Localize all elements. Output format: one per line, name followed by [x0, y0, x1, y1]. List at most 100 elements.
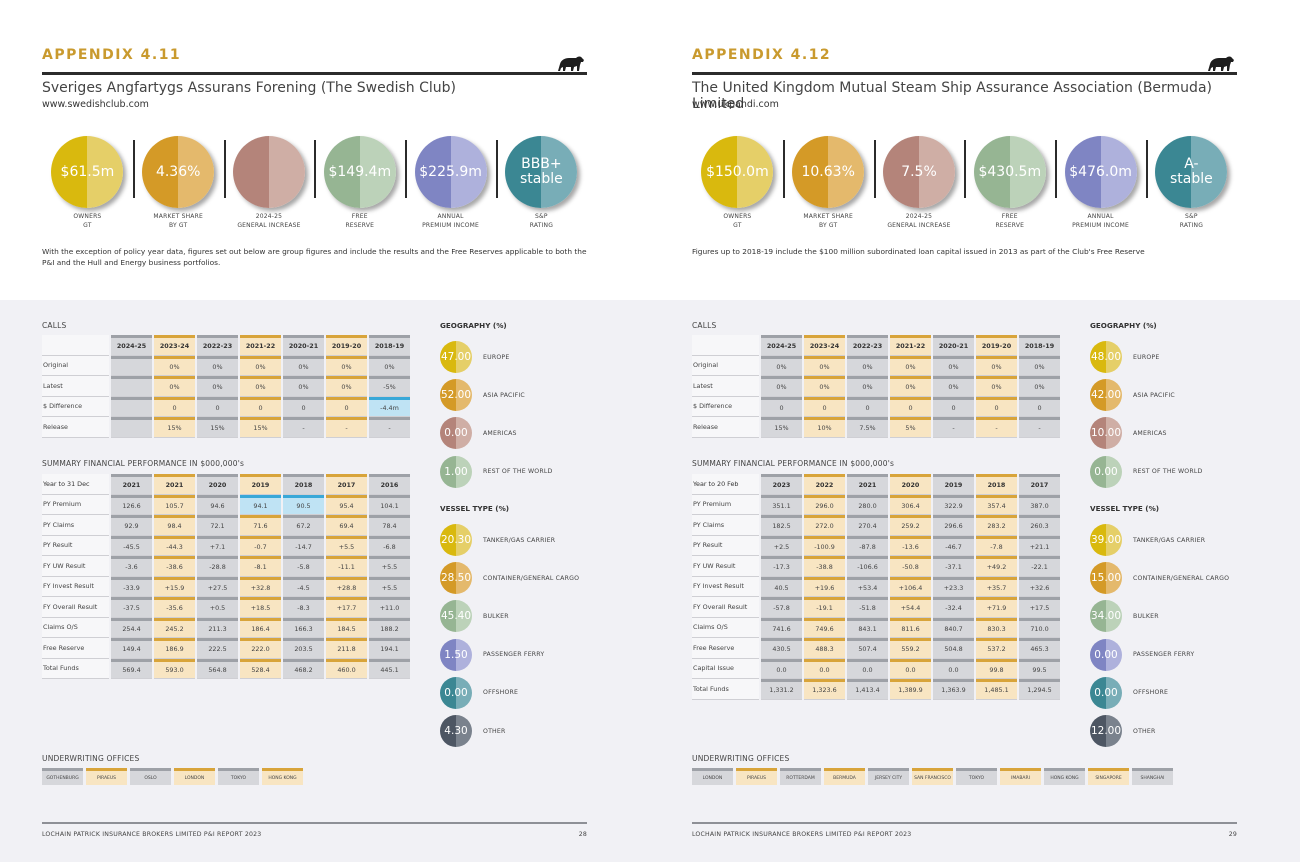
- table-cell: -45.5: [111, 535, 152, 556]
- table-header-row: 2024-25 2023-24 2022-23 2021-22 2020-21 2019-…: [692, 335, 1060, 356]
- column-header: 2019: [240, 474, 281, 495]
- table-cell: 465.3: [1019, 638, 1060, 659]
- row-label: Release: [42, 417, 109, 438]
- column-header: 2019-20: [326, 335, 367, 356]
- column-header: 2018: [283, 474, 324, 495]
- club-website-link[interactable]: www.swedishclub.com: [42, 99, 149, 110]
- table-cell: 1,485.1: [976, 679, 1017, 700]
- calls-title: CALLS: [42, 321, 67, 330]
- vessel-type-label: OTHER: [483, 727, 506, 735]
- table-cell: 184.5: [326, 617, 367, 638]
- table-cell: -17.3: [761, 556, 802, 577]
- geography-item: 47.00 EUROPE: [440, 338, 610, 376]
- table-cell: [111, 376, 152, 397]
- row-label: Original: [692, 355, 759, 376]
- geography-circle: 47.00: [440, 341, 472, 374]
- table-row: FY Invest Result -33.9 +15.9 +27.5 +32.8 -4.5…: [42, 576, 410, 597]
- table-cell: 0: [197, 396, 238, 417]
- table-cell: -: [933, 417, 974, 438]
- table-row: PY Premium 126.6 105.7 94.6 94.1 90.5 95.4 104.…: [42, 494, 410, 515]
- table-cell: +5.5: [369, 556, 410, 577]
- column-header: 2017: [1019, 474, 1060, 495]
- table-cell: -7.8: [976, 535, 1017, 556]
- row-label: Original: [42, 355, 109, 376]
- table-cell: 0.0: [933, 658, 974, 679]
- offices-list: GOTHENBURG PIRAEUS OSLO LONDON TOKYO HONG KON…: [42, 768, 306, 785]
- table-cell: 0: [976, 396, 1017, 417]
- vessel-type-circle: 45.40: [440, 600, 472, 633]
- geography-label: REST OF THE WORLD: [1133, 468, 1203, 476]
- table-cell: 222.0: [240, 638, 281, 659]
- table-cell: +18.5: [240, 597, 281, 618]
- table-row: Claims O/S 741.6 749.6 843.1 811.6 840.7 830.3…: [692, 617, 1060, 638]
- offices-title: UNDERWRITING OFFICES: [692, 754, 790, 763]
- table-cell: 430.5: [761, 638, 802, 659]
- summary-table: Year to 31 Dec 2021 2021 2020 2019 2018 2017 20…: [42, 474, 410, 679]
- table-cell: 280.0: [847, 494, 888, 515]
- geography-item: 48.00 EUROPE: [1090, 338, 1260, 376]
- vessel-type-item: 0.00 OFFSHORE: [1090, 674, 1260, 712]
- row-label: Free Reserve: [692, 638, 759, 659]
- table-cell: 0%: [1019, 355, 1060, 376]
- kpi-4: $225.9m ANNUAL PREMIUM INCOME: [405, 136, 496, 230]
- table-cell: 0.0: [804, 658, 845, 679]
- table-cell: 15%: [197, 417, 238, 438]
- vessel-type-item: 12.00 OTHER: [1090, 712, 1260, 750]
- appendix-header: APPENDIX 4.11: [42, 47, 587, 75]
- table-row: FY UW Result -17.3 -38.8 -106.6 -50.8 -37.1 +4…: [692, 556, 1060, 577]
- geography-item: 0.00 AMERICAS: [440, 414, 610, 452]
- row-label: PY Result: [692, 535, 759, 556]
- summary-table: Year to 20 Feb 2023 2022 2021 2020 2019 2018 20…: [692, 474, 1060, 700]
- table-cell: 445.1: [369, 658, 410, 679]
- table-cell: 259.2: [890, 515, 931, 536]
- geography-label: EUROPE: [483, 353, 510, 361]
- kpi-value: $430.5m: [978, 163, 1042, 180]
- column-header: 2022-23: [197, 335, 238, 356]
- table-cell: 0%: [369, 355, 410, 376]
- column-header: 2016: [369, 474, 410, 495]
- table-row: Latest 0% 0% 0% 0% 0% -5%: [42, 376, 410, 397]
- table-row: Capital Issue 0.0 0.0 0.0 0.0 0.0 99.8 99.5: [692, 658, 1060, 679]
- table-cell: 741.6: [761, 617, 802, 638]
- table-cell: -35.6: [154, 597, 195, 618]
- table-cell: 468.2: [283, 658, 324, 679]
- table-cell: 322.9: [933, 494, 974, 515]
- table-cell: 296.6: [933, 515, 974, 536]
- column-header: 2023-24: [804, 335, 845, 356]
- club-website-link[interactable]: www.ukpandi.com: [692, 99, 779, 110]
- table-cell: -4.4m: [369, 396, 410, 417]
- kpi-circle: 10.63%: [792, 136, 865, 208]
- kpi-3: $149.4m FREE RESERVE: [314, 136, 405, 230]
- geography-title: GEOGRAPHY (%): [440, 321, 507, 330]
- table-row: FY Overall Result -37.5 -35.6 +0.5 +18.5 -8.3…: [42, 597, 410, 618]
- page-right: APPENDIX 4.12 The United Kingdom Mutual …: [650, 0, 1300, 862]
- table-cell: 0%: [197, 376, 238, 397]
- vessel-type-circle: 0.00: [440, 676, 472, 709]
- table-cell: +23.3: [933, 576, 974, 597]
- table-cell: 593.0: [154, 658, 195, 679]
- column-header: 2021-22: [240, 335, 281, 356]
- table-cell: -28.8: [197, 556, 238, 577]
- table-cell: +35.7: [976, 576, 1017, 597]
- table-cell: 15%: [240, 417, 281, 438]
- table-cell: 0%: [197, 355, 238, 376]
- note-text: Figures up to 2018-19 include the $100 m…: [692, 247, 1145, 256]
- table-cell: 105.7: [154, 494, 195, 515]
- vessel-type-circle: 34.00: [1090, 600, 1122, 633]
- vessel-type-label: OFFSHORE: [483, 689, 519, 697]
- bear-logo-icon: [557, 55, 585, 72]
- table-cell: 5%: [890, 417, 931, 438]
- table-cell: 0: [761, 396, 802, 417]
- row-label: Release: [692, 417, 759, 438]
- table-cell: -37.5: [111, 597, 152, 618]
- table-cell: 78.4: [369, 515, 410, 536]
- office-tag: BERMUDA: [824, 768, 865, 785]
- vessel-type-label: TANKER/GAS CARRIER: [483, 536, 556, 544]
- table-cell: +21.1: [1019, 535, 1060, 556]
- table-cell: 488.3: [804, 638, 845, 659]
- table-cell: 0%: [283, 355, 324, 376]
- table-cell: 92.9: [111, 515, 152, 536]
- table-cell: +49.2: [976, 556, 1017, 577]
- kpi-0: $150.0m OWNERS GT: [692, 136, 783, 230]
- vessel-type-circle: 20.30: [440, 524, 472, 557]
